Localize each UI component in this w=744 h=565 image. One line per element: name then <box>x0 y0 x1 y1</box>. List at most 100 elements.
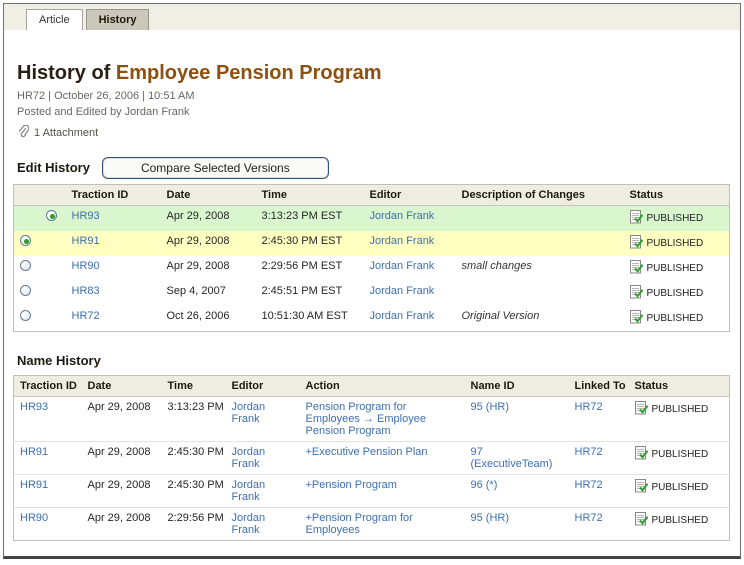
col-status: Status <box>628 375 730 397</box>
col-editor: Editor <box>225 375 300 397</box>
compare-from-radio[interactable] <box>20 259 31 271</box>
traction-id-link[interactable]: HR93 <box>20 400 49 413</box>
linked-to-link[interactable]: HR72 <box>574 400 603 413</box>
traction-id-link[interactable]: HR91 <box>20 478 49 491</box>
name-history-row: HR90 Apr 29, 2008 2:29:56 PM Jordan Fran… <box>13 506 730 541</box>
name-id-link[interactable]: 97 (ExecutiveTeam) <box>470 445 553 470</box>
status-label: PUBLISHED <box>651 514 709 526</box>
linked-to-link[interactable]: HR72 <box>574 511 603 524</box>
published-check-icon <box>629 259 643 277</box>
article-meta-line: HR72 | October 26, 2006 | 10:51 AM <box>17 90 195 102</box>
published-check-icon <box>629 309 643 327</box>
edit-time: 2:45:30 PM EST <box>261 234 343 247</box>
editor-link[interactable]: Jordan Frank <box>231 511 266 536</box>
traction-id-link[interactable]: HR91 <box>20 445 49 458</box>
edit-description <box>456 281 624 306</box>
editor-link[interactable]: Jordan Frank <box>369 209 435 222</box>
traction-id-link[interactable]: HR91 <box>71 234 100 247</box>
edit-description: Original Version <box>461 309 540 322</box>
tab-history[interactable]: History <box>85 9 150 30</box>
editor-link[interactable]: Jordan Frank <box>369 259 435 272</box>
compare-from-radio[interactable] <box>20 309 31 321</box>
compare-from-column-header <box>13 184 40 206</box>
name-time: 2:45:30 PM <box>161 473 226 508</box>
name-date: Apr 29, 2008 <box>81 440 162 475</box>
traction-id-link[interactable]: HR90 <box>71 259 100 272</box>
edit-date: Apr 29, 2008 <box>166 209 230 222</box>
col-date: Date <box>81 375 162 397</box>
published-check-icon <box>634 478 648 496</box>
edit-date: Sep 4, 2007 <box>166 284 226 297</box>
name-time: 2:45:30 PM <box>161 440 226 475</box>
paperclip-icon <box>17 124 30 141</box>
editor-link[interactable]: Jordan Frank <box>369 284 435 297</box>
traction-id-link[interactable]: HR90 <box>20 511 49 524</box>
page-title: History of Employee Pension Program <box>17 62 731 85</box>
tab-article[interactable]: Article <box>26 9 83 30</box>
tab-bar: Article History <box>4 4 740 30</box>
col-time: Time <box>161 375 226 397</box>
name-id-link[interactable]: 96 (*) <box>470 478 498 491</box>
name-id-link[interactable]: 95 (HR) <box>470 511 510 524</box>
name-time: 3:13:23 PM <box>167 400 224 413</box>
name-action-link[interactable]: +Pension Program <box>305 478 397 491</box>
page-title-article-name: Employee Pension Program <box>115 62 382 84</box>
name-action-link[interactable]: +Executive Pension Plan <box>305 445 428 458</box>
edit-time: 2:45:51 PM EST <box>261 284 343 297</box>
edit-time: 10:51:30 AM EST <box>261 309 348 322</box>
editor-link[interactable]: Jordan Frank <box>231 400 266 425</box>
history-page: Article History History of Employee Pens… <box>3 3 741 559</box>
edit-description: small changes <box>461 259 532 272</box>
linked-to-link[interactable]: HR72 <box>574 478 603 491</box>
status-label: PUBLISHED <box>646 312 704 324</box>
name-id-link[interactable]: 95 (HR) <box>470 400 510 413</box>
linked-to-link[interactable]: HR72 <box>574 445 603 458</box>
status-label: PUBLISHED <box>646 237 704 249</box>
status-label: PUBLISHED <box>646 262 704 274</box>
name-action-link[interactable]: +Pension Program for Employees <box>305 511 413 536</box>
editor-link[interactable]: Jordan Frank <box>231 445 266 470</box>
name-history-heading: Name History <box>17 352 101 368</box>
col-traction-id: Traction ID <box>13 375 82 397</box>
col-editor: Editor <box>363 184 456 206</box>
col-linked-to: Linked To <box>568 375 629 397</box>
editor-link[interactable]: Jordan Frank <box>369 309 435 322</box>
name-time: 2:29:56 PM <box>161 506 226 541</box>
col-description: Description of Changes <box>455 184 624 206</box>
published-check-icon <box>629 234 643 252</box>
compare-to-column-header <box>39 184 66 206</box>
published-check-icon <box>634 445 648 463</box>
editor-link[interactable]: Jordan Frank <box>231 478 266 503</box>
name-date: Apr 29, 2008 <box>81 473 162 508</box>
status-label: PUBLISHED <box>651 403 709 415</box>
article-author-line: Posted and Edited by Jordan Frank <box>17 105 190 118</box>
page-title-prefix: History of <box>17 62 116 84</box>
edit-date: Apr 29, 2008 <box>166 259 230 272</box>
edit-history-table: Traction ID Date Time Editor Description… <box>13 183 730 332</box>
compare-to-radio[interactable] <box>45 209 57 221</box>
col-status: Status <box>623 184 730 206</box>
compare-selected-versions-button[interactable]: Compare Selected Versions <box>101 156 329 179</box>
traction-id-link[interactable]: HR83 <box>71 284 100 297</box>
edit-history-row: HR90 Apr 29, 2008 2:29:56 PM EST Jordan … <box>14 256 730 281</box>
edit-history-header-row: Traction ID Date Time Editor Description… <box>13 184 730 206</box>
edit-time: 3:13:23 PM EST <box>261 209 343 222</box>
traction-id-link[interactable]: HR72 <box>71 309 100 322</box>
name-date: Apr 29, 2008 <box>81 506 162 541</box>
name-date: Apr 29, 2008 <box>87 400 151 413</box>
traction-id-link[interactable]: HR93 <box>71 209 100 222</box>
name-history-row: HR91 Apr 29, 2008 2:45:30 PM Jordan Fran… <box>13 440 730 475</box>
attachment-count-link[interactable]: 1 Attachment <box>34 126 99 139</box>
status-label: PUBLISHED <box>646 212 704 224</box>
compare-from-radio[interactable] <box>20 234 31 246</box>
published-check-icon <box>629 209 643 227</box>
status-label: PUBLISHED <box>651 448 709 460</box>
edit-history-row: HR93 Apr 29, 2008 3:13:23 PM EST Jordan … <box>13 205 730 231</box>
name-action-link[interactable]: Pension Program for Employees → Employee… <box>305 400 426 437</box>
published-check-icon <box>634 511 648 529</box>
edit-history-row: HR83 Sep 4, 2007 2:45:51 PM EST Jordan F… <box>14 281 730 306</box>
name-history-row: HR91 Apr 29, 2008 2:45:30 PM Jordan Fran… <box>13 473 730 508</box>
editor-link[interactable]: Jordan Frank <box>369 234 435 247</box>
compare-from-radio[interactable] <box>20 284 31 296</box>
edit-history-row: HR91 Apr 29, 2008 2:45:30 PM EST Jordan … <box>13 230 730 256</box>
